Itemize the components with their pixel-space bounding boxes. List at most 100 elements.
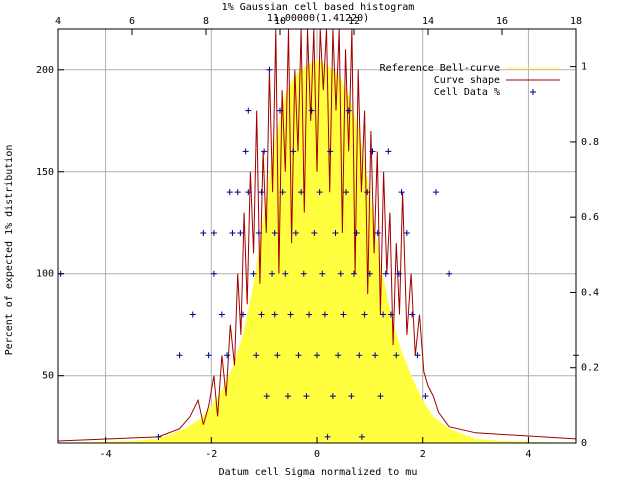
data-point <box>348 393 355 400</box>
legend-label: Cell Data % <box>434 87 500 98</box>
data-point <box>382 270 389 277</box>
x2-tick-label: 16 <box>496 16 508 27</box>
data-point <box>314 352 320 359</box>
curve-shape-polyline <box>57 28 577 442</box>
data-point <box>279 189 286 196</box>
y-tick-label: 200 <box>36 65 54 76</box>
bell-curve-fill <box>58 59 576 443</box>
data-point <box>253 352 260 359</box>
data-point <box>446 270 453 277</box>
data-point <box>403 229 410 236</box>
data-point <box>155 433 162 440</box>
data-point <box>335 352 342 359</box>
y2-tick-label: 0.4 <box>581 287 599 298</box>
legend-label: Reference Bell-curve <box>380 63 500 74</box>
data-point <box>395 270 402 277</box>
data-point <box>308 107 315 114</box>
data-point <box>393 352 400 359</box>
x-tick-label: 0 <box>314 449 320 460</box>
data-point <box>327 148 334 155</box>
data-point <box>364 189 371 196</box>
data-point <box>377 393 384 400</box>
data-point <box>200 229 207 236</box>
x-tick-label: -2 <box>205 449 217 460</box>
data-point <box>287 311 294 318</box>
x2-tick-label: 14 <box>422 16 434 27</box>
data-point <box>366 270 373 277</box>
data-point <box>210 229 217 236</box>
y-tick-label: 100 <box>36 269 54 280</box>
x2-tick-label: 10 <box>274 16 286 27</box>
y2-tick-label: 0.8 <box>581 137 599 148</box>
data-point <box>250 270 257 277</box>
data-point <box>388 311 394 318</box>
chart-title: 1% Gaussian cell based histogram <box>222 2 415 13</box>
data-point <box>356 352 363 359</box>
data-point <box>266 66 273 73</box>
data-point <box>218 311 225 318</box>
data-point <box>263 393 270 400</box>
x-axis-label: Datum cell Sigma normalized to mu <box>219 467 418 478</box>
legend-swatch <box>530 89 536 95</box>
data-point <box>205 352 212 359</box>
x-tick-label: 2 <box>420 449 426 460</box>
data-point <box>321 311 328 318</box>
data-point <box>271 229 278 236</box>
data-point <box>298 189 305 196</box>
data-point <box>414 352 421 359</box>
data-point <box>398 189 405 196</box>
data-point <box>245 189 252 196</box>
data-point <box>224 352 231 359</box>
cell-data-points <box>57 66 579 440</box>
data-point <box>340 311 347 318</box>
data-point <box>261 148 268 155</box>
data-point <box>226 189 233 196</box>
data-point <box>319 270 326 277</box>
x2-tick-label: 8 <box>203 16 209 27</box>
data-point <box>345 107 352 114</box>
data-point <box>269 270 276 277</box>
x-tick-label: -4 <box>100 449 112 460</box>
y2-tick-label: 1 <box>581 62 587 73</box>
y2-tick-label: 0.2 <box>581 363 599 374</box>
x-tick-label: 4 <box>525 449 531 460</box>
data-point <box>374 229 381 236</box>
data-point <box>332 229 339 236</box>
data-point <box>274 352 281 359</box>
data-point <box>316 189 323 196</box>
data-point <box>242 148 249 155</box>
data-point <box>258 311 265 318</box>
curve-shape-line <box>57 28 577 442</box>
axis-ticks: -4 -2 0 2 4 4 6 8 10 12 14 16 18 50 100 150 200 0 0.2 0.4 0.… <box>36 16 599 460</box>
data-point <box>189 311 196 318</box>
data-point <box>303 393 310 400</box>
data-point <box>351 270 357 277</box>
data-point <box>311 229 318 236</box>
data-point <box>237 229 244 236</box>
data-point <box>176 352 183 359</box>
data-point <box>240 311 246 318</box>
data-point <box>284 393 291 400</box>
data-point <box>295 352 302 359</box>
data-point <box>372 352 379 359</box>
x2-tick-label: 18 <box>570 16 582 27</box>
data-point <box>343 189 350 196</box>
y-tick-label: 150 <box>36 167 54 178</box>
data-point <box>353 229 360 236</box>
data-point <box>361 311 368 318</box>
data-point <box>282 270 289 277</box>
data-point <box>258 189 265 196</box>
data-point <box>324 433 331 440</box>
y2-tick-label: 0.6 <box>581 212 599 223</box>
y-axis-label: Percent of expected 1% distribution <box>4 145 15 356</box>
data-point <box>329 393 336 400</box>
data-point <box>210 270 217 277</box>
data-point <box>380 311 387 318</box>
data-point <box>255 229 262 236</box>
data-point <box>358 433 365 440</box>
x2-tick-label: 4 <box>55 16 61 27</box>
data-point <box>369 148 376 155</box>
data-point <box>229 229 236 236</box>
